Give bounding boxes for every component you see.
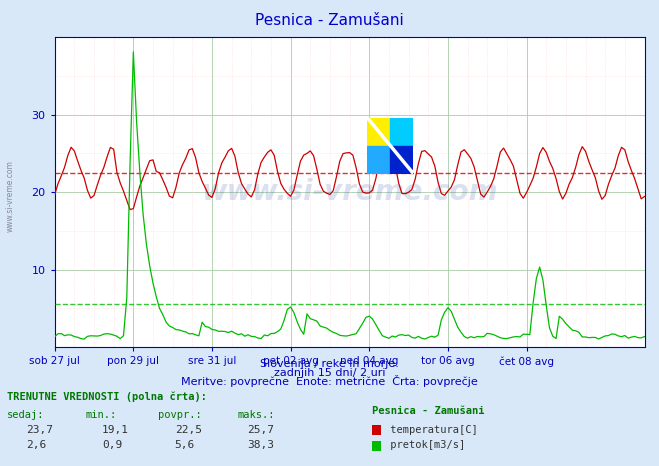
- Text: zadnjih 15 dni/ 2 uri: zadnjih 15 dni/ 2 uri: [273, 368, 386, 378]
- Text: temperatura[C]: temperatura[C]: [384, 425, 478, 435]
- Text: maks.:: maks.:: [237, 410, 275, 420]
- Text: 0,9: 0,9: [102, 440, 123, 451]
- Bar: [390, 118, 413, 146]
- Text: 23,7: 23,7: [26, 425, 53, 435]
- Text: pretok[m3/s]: pretok[m3/s]: [384, 440, 465, 451]
- Text: min.:: min.:: [86, 410, 117, 420]
- Text: sedaj:: sedaj:: [7, 410, 44, 420]
- Bar: [367, 146, 390, 174]
- Bar: [367, 118, 390, 146]
- Text: Pesnica - Zamušani: Pesnica - Zamušani: [372, 406, 485, 416]
- Text: 2,6: 2,6: [26, 440, 47, 451]
- Text: 5,6: 5,6: [175, 440, 195, 451]
- Text: 25,7: 25,7: [247, 425, 274, 435]
- Text: www.si-vreme.com: www.si-vreme.com: [5, 160, 14, 232]
- Text: Meritve: povprečne  Enote: metrične  Črta: povprečje: Meritve: povprečne Enote: metrične Črta:…: [181, 375, 478, 387]
- Text: Slovenija / reke in morje.: Slovenija / reke in morje.: [260, 359, 399, 370]
- Text: Pesnica - Zamušani: Pesnica - Zamušani: [255, 14, 404, 28]
- Text: 22,5: 22,5: [175, 425, 202, 435]
- Text: www.si-vreme.com: www.si-vreme.com: [202, 178, 498, 206]
- Bar: [390, 146, 413, 174]
- Text: TRENUTNE VREDNOSTI (polna črta):: TRENUTNE VREDNOSTI (polna črta):: [7, 392, 206, 402]
- Text: 19,1: 19,1: [102, 425, 129, 435]
- Text: povpr.:: povpr.:: [158, 410, 202, 420]
- Text: 38,3: 38,3: [247, 440, 274, 451]
